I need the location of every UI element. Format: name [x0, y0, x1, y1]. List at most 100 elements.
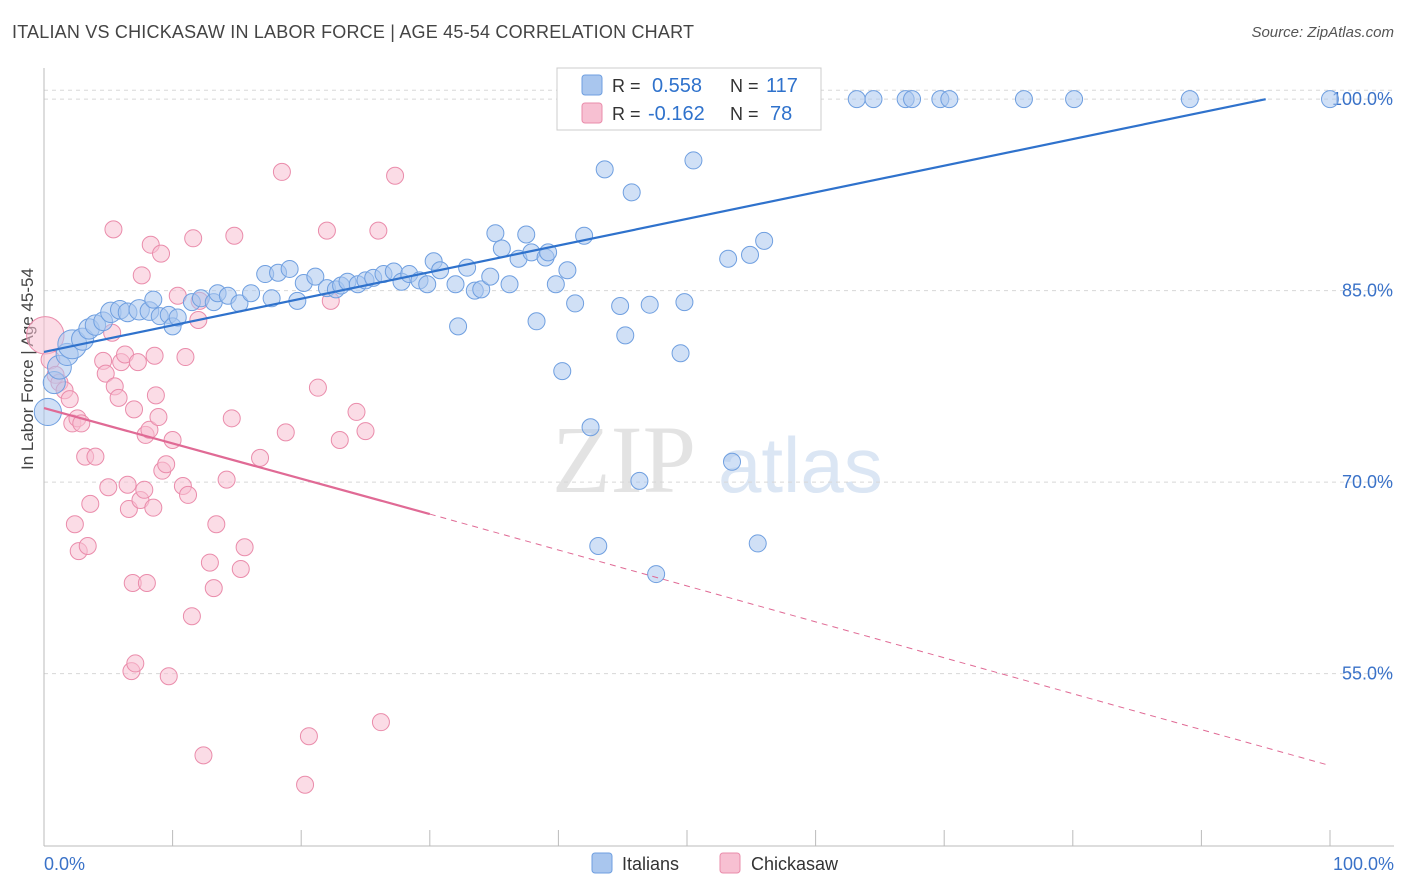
x-tick-label-0: 0.0% [44, 854, 85, 874]
italians-point [671, 344, 690, 363]
italians-point [741, 245, 760, 264]
chickasaw-point [194, 746, 213, 765]
italians-point [630, 471, 649, 490]
legend-swatch-italians [581, 74, 603, 96]
chickasaw-point [152, 244, 171, 263]
chickasaw-point [222, 409, 241, 428]
chickasaw-point [60, 390, 79, 409]
chickasaw-point [144, 498, 163, 517]
italians-point [719, 249, 738, 268]
legend-r-label-1: R = [612, 76, 641, 96]
italians-point [418, 275, 437, 294]
italians-trend-line [43, 98, 1266, 354]
bottom-legend-italians: Italians [622, 854, 679, 874]
source-label: Source: ZipAtlas.com [1251, 24, 1394, 41]
legend-n-label-1: N = [730, 76, 759, 96]
italians-point [622, 183, 641, 202]
legend-r-value-2: -0.162 [648, 103, 705, 125]
italians-point [647, 565, 666, 584]
chickasaw-point [276, 423, 295, 442]
chickasaw-point [135, 480, 154, 499]
italians-point [723, 452, 742, 471]
y-tick-label: 100.0% [1332, 89, 1393, 109]
italians-point [458, 258, 477, 277]
italians-point [755, 231, 774, 250]
italians-point [486, 224, 505, 243]
legend-n-value-2: 78 [770, 103, 792, 125]
italians-point [595, 160, 614, 179]
chickasaw-point [369, 221, 388, 240]
watermark-zip: ZIP [552, 406, 696, 513]
italians-point [864, 90, 883, 109]
italians-point [500, 275, 519, 294]
italians-point [449, 317, 468, 336]
legend-r-value-1: 0.558 [652, 75, 702, 97]
chickasaw-points [26, 162, 405, 794]
bottom-legend-swatch-chickasaw [719, 852, 741, 874]
chickasaw-point [176, 348, 195, 367]
italians-point [1014, 90, 1033, 109]
chickasaw-point [272, 162, 291, 181]
chickasaw-point [99, 478, 118, 497]
italians-point [517, 225, 536, 244]
chickasaw-point [182, 607, 201, 626]
italians-point [558, 261, 577, 280]
legend-swatch-chickasaw [581, 102, 603, 124]
chickasaw-point [204, 579, 223, 598]
italians-point [847, 90, 866, 109]
chickasaw-trend-extension [429, 513, 1331, 767]
italians-point [903, 90, 922, 109]
italians-point [1180, 90, 1199, 109]
italians-point [1065, 90, 1084, 109]
chickasaw-point [235, 538, 254, 557]
chickasaw-point [157, 455, 176, 474]
bottom-legend: Italians Chickasaw [591, 852, 839, 874]
chickasaw-point [132, 266, 151, 285]
chickasaw-point [126, 654, 145, 673]
italians-point [553, 362, 572, 381]
italians-point [306, 267, 325, 286]
legend-r-label-2: R = [612, 104, 641, 124]
chickasaw-point [104, 220, 123, 239]
italians-point [472, 280, 491, 299]
chickasaw-point [140, 420, 159, 439]
axes [43, 68, 1394, 847]
italians-point [1321, 90, 1339, 109]
chickasaw-point [299, 727, 318, 746]
y-tick-label: 55.0% [1342, 664, 1393, 684]
italians-point [684, 151, 703, 170]
chickasaw-point [251, 448, 270, 467]
italians-point [481, 267, 500, 286]
chickasaw-point [125, 400, 144, 419]
chickasaw-point [179, 485, 198, 504]
italians-point [589, 536, 608, 555]
italians-point [262, 289, 281, 308]
italians-point [168, 308, 187, 327]
italians-point [640, 295, 659, 314]
bottom-legend-chickasaw: Chickasaw [751, 854, 839, 874]
chickasaw-point [356, 422, 375, 441]
italians-point [940, 90, 959, 109]
chickasaw-point [225, 226, 244, 245]
chickasaw-point [81, 494, 100, 513]
chickasaw-point [159, 667, 178, 686]
trend-lines [43, 98, 1331, 767]
chickasaw-point [128, 353, 147, 372]
bottom-legend-swatch-italians [591, 852, 613, 874]
italians-point [527, 312, 546, 331]
italians-point [546, 275, 565, 294]
legend-n-value-1: 117 [766, 75, 798, 97]
italians-point [611, 296, 630, 315]
chickasaw-point [296, 775, 315, 794]
chickasaw-point [137, 574, 156, 593]
italians-point [446, 275, 465, 294]
italians-point [566, 294, 585, 313]
chickasaw-point [207, 515, 226, 534]
chickasaw-point [200, 553, 219, 572]
chickasaw-point [330, 431, 349, 450]
italians-point [675, 293, 694, 312]
italians-point [748, 534, 767, 553]
italians-point [242, 284, 261, 303]
chickasaw-point [231, 559, 250, 578]
gridlines [44, 89, 1394, 675]
